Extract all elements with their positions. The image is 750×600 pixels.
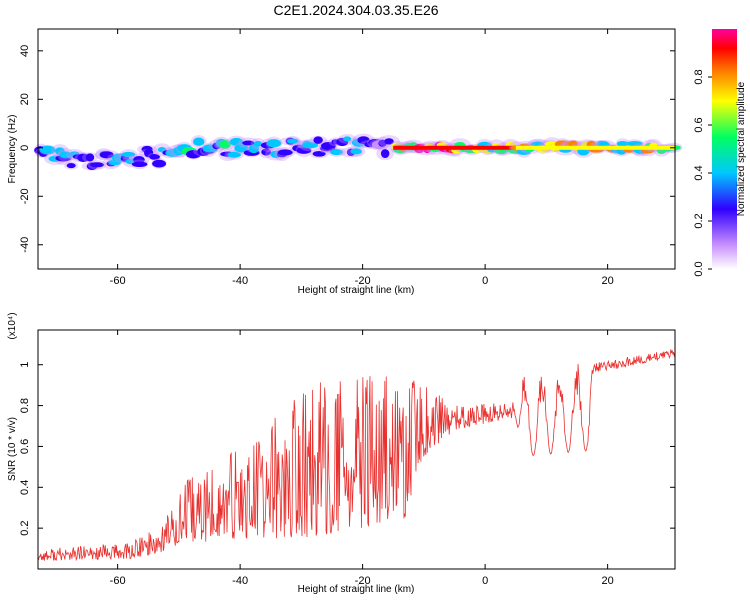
snr-y-ticks: 0.2 0.4 0.6 0.8 1	[19, 362, 675, 536]
snr-y-tick-label: 0.4	[19, 480, 31, 495]
spectrogram-cell	[229, 137, 244, 146]
spectrogram-cell	[133, 156, 145, 164]
snr-panel: -60 -40 -20 0 20 0.2 0.4 0.6 0.8 1 (x10⁴) Height…	[7, 312, 676, 595]
spectrogram-cell	[302, 142, 319, 149]
spectrogram-cell	[261, 148, 272, 156]
spectrogram-cell	[242, 140, 255, 146]
colorbar-tick-label: 0.4	[693, 165, 705, 180]
snr-x-tick-label: -60	[110, 575, 126, 587]
spectrogram-cell	[296, 147, 312, 154]
spectrogram-cell	[66, 163, 76, 169]
spectrogram-cell	[152, 159, 167, 168]
snr-x-tick-label: -40	[232, 575, 248, 587]
spectrogram-cell	[350, 148, 362, 155]
spectrogram-x-tick-label: -40	[232, 275, 248, 287]
snr-y-tick-label: 0.8	[19, 398, 31, 413]
spectrogram-cell	[227, 151, 241, 158]
spectrogram-cell	[312, 150, 326, 157]
spectrogram-cell	[253, 140, 263, 147]
snr-y-tick-label: 0.2	[19, 520, 31, 535]
spectrogram-cell	[343, 136, 352, 142]
spectrogram-x-tick-label: -20	[355, 275, 371, 287]
spectrogram-cell	[384, 138, 394, 145]
colorbar-tick-label: 0.0	[693, 261, 705, 276]
spectrogram-cell	[99, 151, 114, 159]
spectrogram-cell	[248, 144, 259, 154]
spectrogram-frame	[37, 28, 676, 270]
snr-x-tick-label: 0	[482, 575, 488, 587]
spectrogram-cell	[59, 151, 72, 159]
snr-y-tick-label: 0.6	[19, 439, 31, 454]
spectrogram-cell	[357, 136, 370, 144]
spectrogram-y-tick-label: -20	[19, 188, 31, 204]
spectrogram-cell	[313, 136, 323, 144]
spectrogram-x-tick-label: 20	[602, 275, 614, 287]
chart-title: C2E1.2024.304.03.35.E26	[273, 2, 438, 18]
spectrogram-y-ticks: -40 -20 0 20 40	[19, 45, 675, 253]
spectrogram-cell	[131, 161, 148, 168]
colorbar-tick-label: 0.2	[693, 213, 705, 228]
spectrogram-y-tick-label: 40	[19, 45, 31, 57]
spectrogram-cell	[380, 149, 390, 159]
spectrogram-cell	[193, 137, 205, 146]
spectrogram-cell	[234, 144, 249, 153]
spectrogram-cell	[85, 153, 95, 162]
spectrogram-ridge	[515, 145, 675, 150]
colorbar: 0.0 0.2 0.4 0.6 0.8 Normalized spectral ampl…	[693, 29, 747, 277]
colorbar-tick-label: 0.8	[693, 69, 705, 84]
spectrogram-marks	[33, 133, 683, 171]
spectrogram-cell	[616, 140, 629, 147]
snr-frame	[37, 329, 676, 570]
spectrogram-cell	[219, 140, 231, 149]
spectrogram-ridge	[393, 145, 516, 150]
snr-y-tick-label: 1	[19, 362, 31, 368]
snr-x-tick-label: 20	[602, 575, 614, 587]
spectrogram-x-tick-label: 0	[482, 275, 488, 287]
spectrogram-cell	[121, 151, 136, 158]
spectrogram-cell	[39, 145, 56, 155]
colorbar-ticks: 0.0 0.2 0.4 0.6 0.8	[693, 69, 712, 277]
spectrogram-cell	[149, 153, 160, 160]
spectrogram-y-axis-label: Frequency (Hz)	[7, 115, 18, 184]
colorbar-gradient	[712, 29, 737, 269]
spectrogram-y-tick-label: -40	[19, 237, 31, 253]
spectrogram-x-ticks: -60 -40 -20 0 20	[110, 29, 614, 287]
colorbar-tick-label: 0.6	[693, 117, 705, 132]
spectrogram-cell	[330, 149, 343, 156]
spectrogram-y-tick-label: 20	[19, 93, 31, 105]
spectrogram-cell	[627, 140, 643, 147]
spectrogram-x-axis-label: Height of straight line (km)	[298, 285, 415, 296]
snr-series-line	[37, 349, 676, 562]
snr-x-axis-label: Height of straight line (km)	[298, 584, 415, 595]
spectrogram-cell	[286, 138, 299, 144]
spectrogram-panel: -60 -40 -20 0 20 -40 -20 0 20 40 Height of strai…	[7, 28, 683, 296]
snr-y-multiplier: (x10⁴)	[7, 312, 18, 339]
colorbar-label: Normalized spectral amplitude	[736, 81, 747, 216]
spectrogram-cell	[266, 139, 282, 148]
spectrogram-cell	[90, 162, 105, 168]
spectrogram-y-tick-label: 0	[19, 145, 31, 151]
snr-y-axis-label: SNR (10 * v/v)	[7, 417, 18, 481]
spectrogram-x-tick-label: -60	[110, 275, 126, 287]
spectrogram-cell	[186, 150, 201, 159]
spectrogram-cell	[277, 149, 293, 156]
snr-x-ticks: -60 -40 -20 0 20	[110, 330, 614, 587]
spectrogram-cell	[321, 141, 336, 150]
snr-x-tick-label: -20	[355, 575, 371, 587]
